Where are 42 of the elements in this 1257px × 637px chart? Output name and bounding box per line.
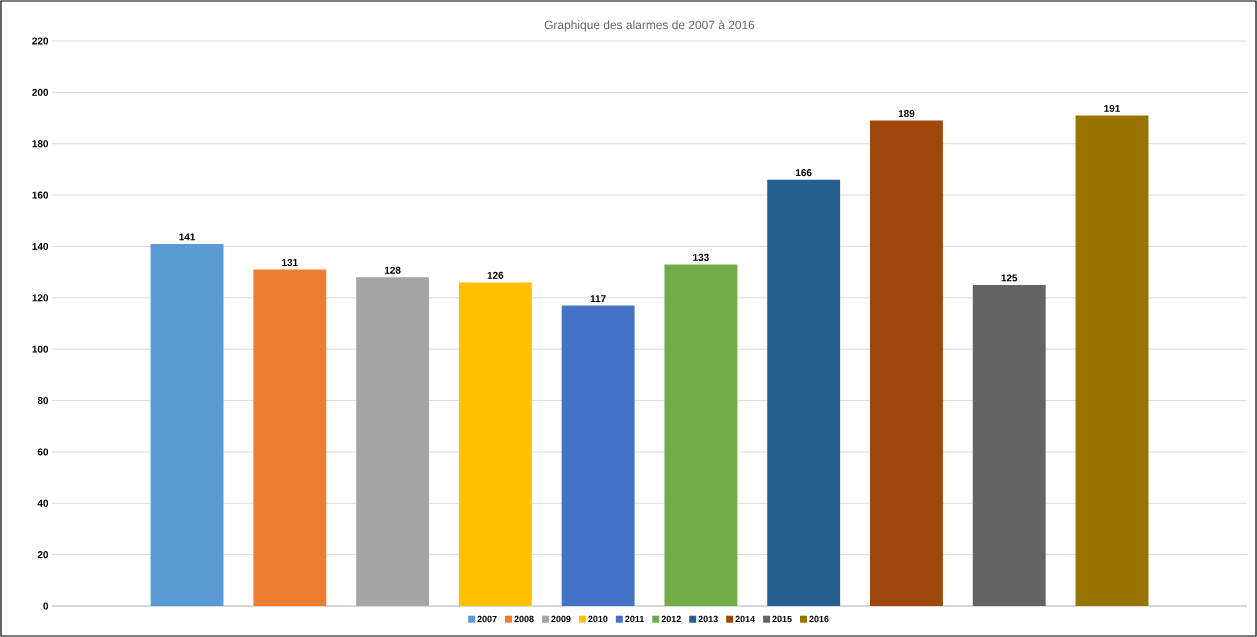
legend-label: 2014 bbox=[735, 615, 756, 623]
data-label: 128 bbox=[384, 266, 401, 274]
y-tick-label: 60 bbox=[37, 448, 49, 456]
data-label: 133 bbox=[693, 253, 709, 261]
bar bbox=[664, 264, 738, 606]
bar bbox=[1075, 115, 1149, 606]
data-label: 141 bbox=[179, 233, 196, 241]
data-label: 117 bbox=[590, 295, 606, 302]
y-tick-label: 20 bbox=[37, 551, 49, 559]
bar bbox=[870, 120, 943, 606]
legend-label: 2015 bbox=[772, 615, 792, 623]
y-tick-label: 0 bbox=[43, 602, 49, 610]
y-tick-label: 180 bbox=[32, 140, 49, 148]
bar bbox=[561, 305, 635, 606]
bar bbox=[253, 269, 327, 606]
legend-label: 2009 bbox=[551, 615, 571, 623]
y-tick-label: 200 bbox=[32, 88, 49, 96]
data-label: 166 bbox=[795, 169, 812, 177]
bar bbox=[767, 179, 841, 606]
legend-label: 2012 bbox=[661, 615, 681, 623]
bar bbox=[458, 282, 532, 606]
y-tick-label: 160 bbox=[32, 191, 49, 199]
bar bbox=[972, 284, 1046, 606]
bar bbox=[150, 243, 224, 606]
legend-label: 2013 bbox=[698, 615, 718, 623]
legend-label: 2016 bbox=[809, 615, 829, 623]
data-label: 126 bbox=[487, 271, 504, 279]
chart-title: Graphique des alarmes de 2007 à 2016 bbox=[544, 20, 755, 32]
data-label: 191 bbox=[1104, 104, 1121, 112]
legend-label: 2011 bbox=[625, 615, 645, 623]
legend-label: 2007 bbox=[477, 615, 497, 623]
legend-label: 2010 bbox=[588, 615, 608, 623]
data-label: 125 bbox=[1001, 274, 1018, 282]
data-label: 189 bbox=[898, 110, 915, 118]
y-tick-label: 40 bbox=[37, 499, 49, 507]
y-tick-label: 80 bbox=[37, 397, 49, 405]
y-tick-label: 100 bbox=[32, 345, 49, 353]
y-tick-label: 220 bbox=[32, 37, 49, 45]
y-tick-label: 140 bbox=[32, 242, 49, 250]
legend-label: 2008 bbox=[514, 615, 534, 623]
data-label: 131 bbox=[282, 258, 298, 267]
y-tick-label: 120 bbox=[32, 294, 49, 302]
